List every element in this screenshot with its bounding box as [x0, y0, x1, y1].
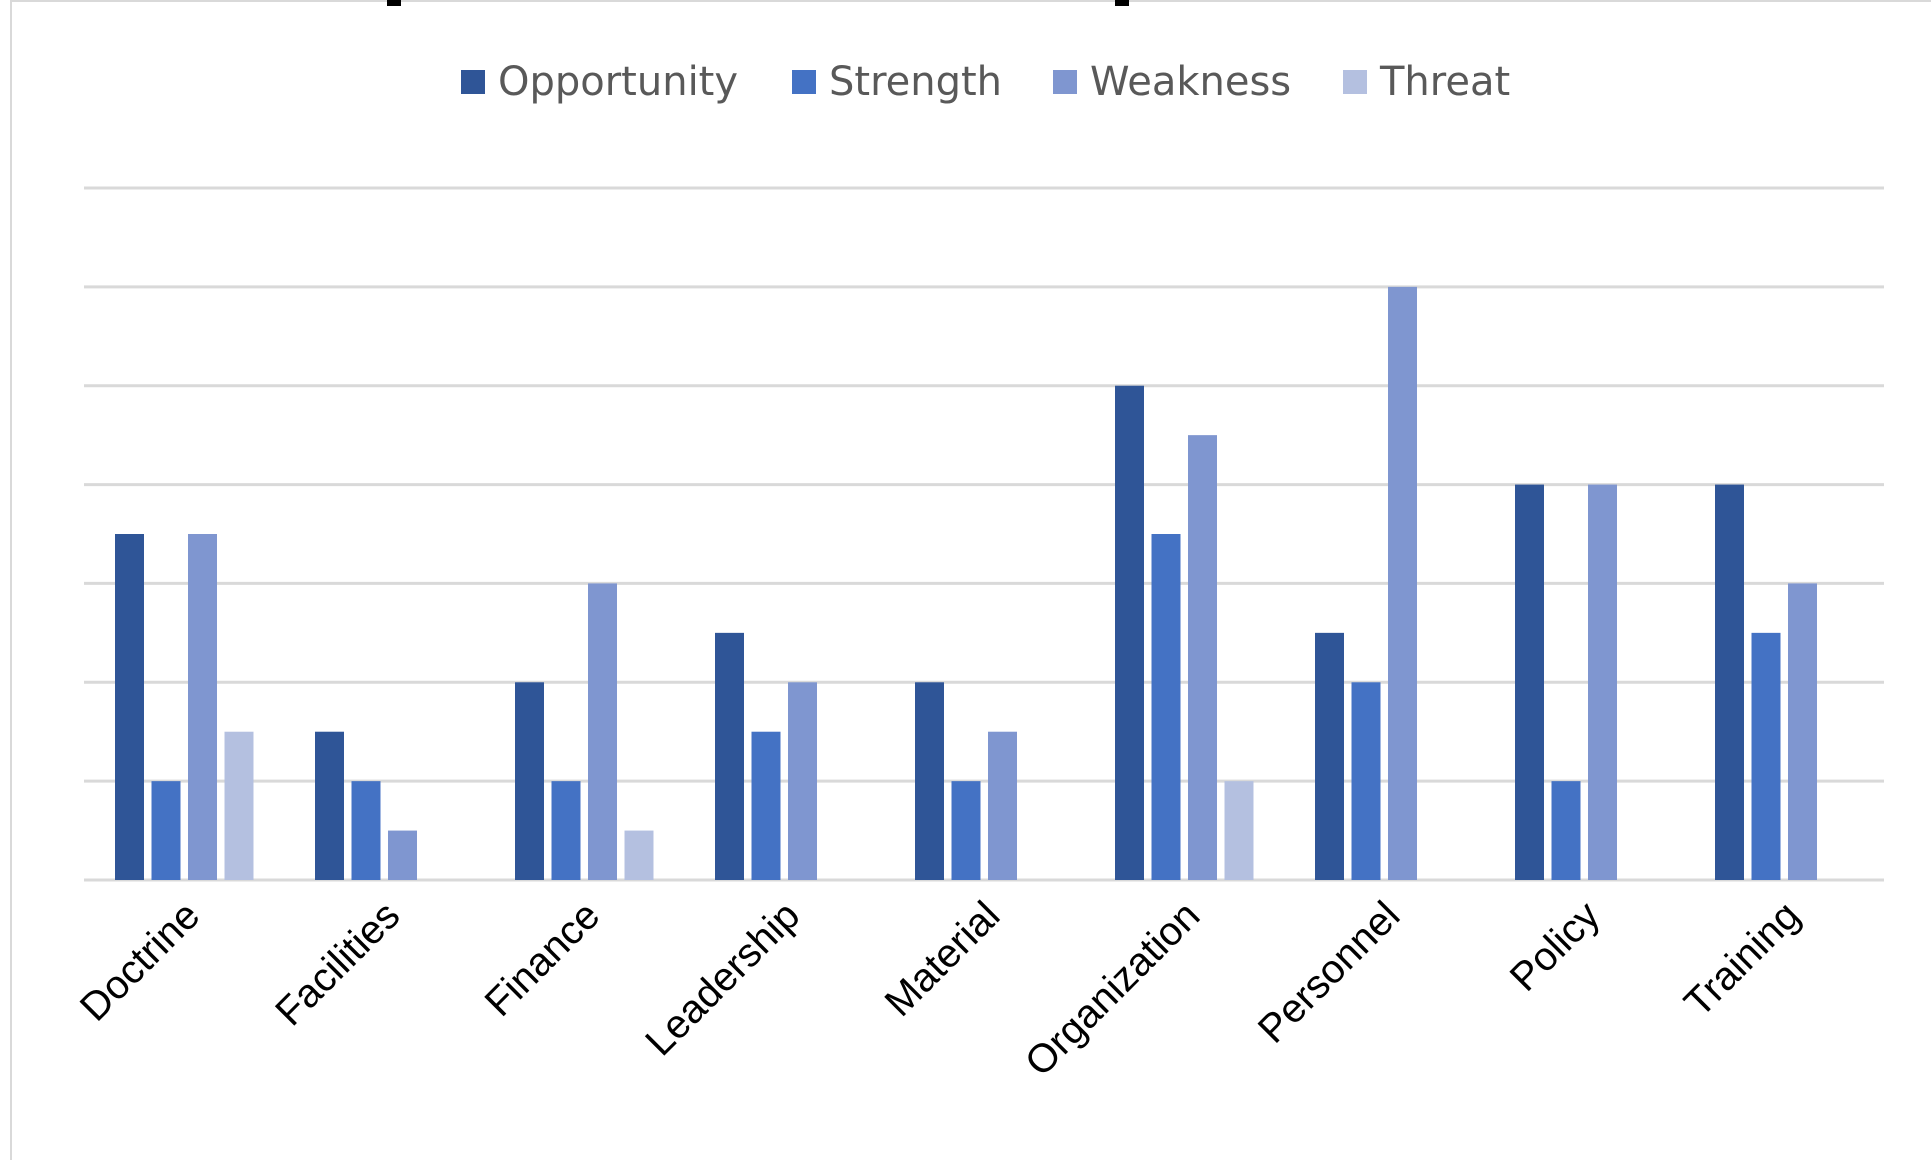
bar — [551, 781, 581, 880]
legend-swatch — [461, 70, 485, 94]
category-label: Training — [1676, 893, 1808, 1025]
category-label: Facilities — [267, 893, 408, 1034]
bar — [1151, 534, 1181, 880]
bar — [1715, 484, 1744, 880]
legend-label: Weakness — [1090, 59, 1291, 105]
cropped-title-remnant — [387, 0, 1129, 6]
bar — [951, 781, 981, 880]
category-label: Finance — [477, 893, 609, 1025]
bar — [1388, 286, 1417, 880]
legend-label: Threat — [1379, 59, 1510, 105]
bar — [151, 781, 181, 880]
bar — [588, 583, 617, 880]
bars — [115, 286, 1817, 880]
bar — [1515, 484, 1544, 880]
category-label: Doctrine — [72, 893, 208, 1029]
legend-label: Strength — [829, 59, 1002, 105]
bar — [715, 632, 744, 880]
bar — [751, 731, 781, 880]
legend-item: Opportunity — [461, 59, 738, 105]
category-label: Personnel — [1250, 893, 1408, 1051]
legend-item: Weakness — [1053, 59, 1291, 105]
category-label: Material — [877, 893, 1009, 1025]
bar — [915, 682, 944, 880]
category-label: Organization — [1017, 893, 1208, 1084]
category-label: Policy — [1502, 893, 1609, 1000]
bar — [1188, 435, 1217, 880]
bar — [1788, 583, 1817, 880]
bar — [988, 731, 1017, 880]
legend-swatch — [1053, 70, 1077, 94]
bar — [515, 682, 544, 880]
bar — [624, 830, 654, 880]
bar — [1315, 632, 1344, 880]
bar — [1751, 632, 1781, 880]
legend-swatch — [1343, 70, 1367, 94]
legend: Opportunity Strength Weakness Threat — [461, 59, 1510, 105]
bar — [1551, 781, 1581, 880]
bar — [1588, 484, 1617, 880]
bar — [1351, 682, 1381, 880]
legend-swatch — [792, 70, 816, 94]
legend-item: Strength — [792, 59, 1002, 105]
bar — [224, 731, 254, 880]
category-label: Leadership — [637, 893, 808, 1064]
bar — [1224, 781, 1254, 880]
legend-label: Opportunity — [498, 59, 738, 105]
bar — [115, 534, 144, 880]
chart-frame — [10, 0, 1931, 1160]
bar — [188, 534, 217, 880]
bar — [351, 781, 381, 880]
bar — [788, 682, 817, 880]
legend-item: Threat — [1343, 59, 1510, 105]
gridlines — [84, 186, 1884, 882]
bar — [315, 731, 344, 880]
bar — [1115, 385, 1144, 880]
x-axis-labels: Doctrine Facilities Finance Leadership Mater… — [72, 893, 1808, 1084]
bar — [388, 830, 417, 880]
